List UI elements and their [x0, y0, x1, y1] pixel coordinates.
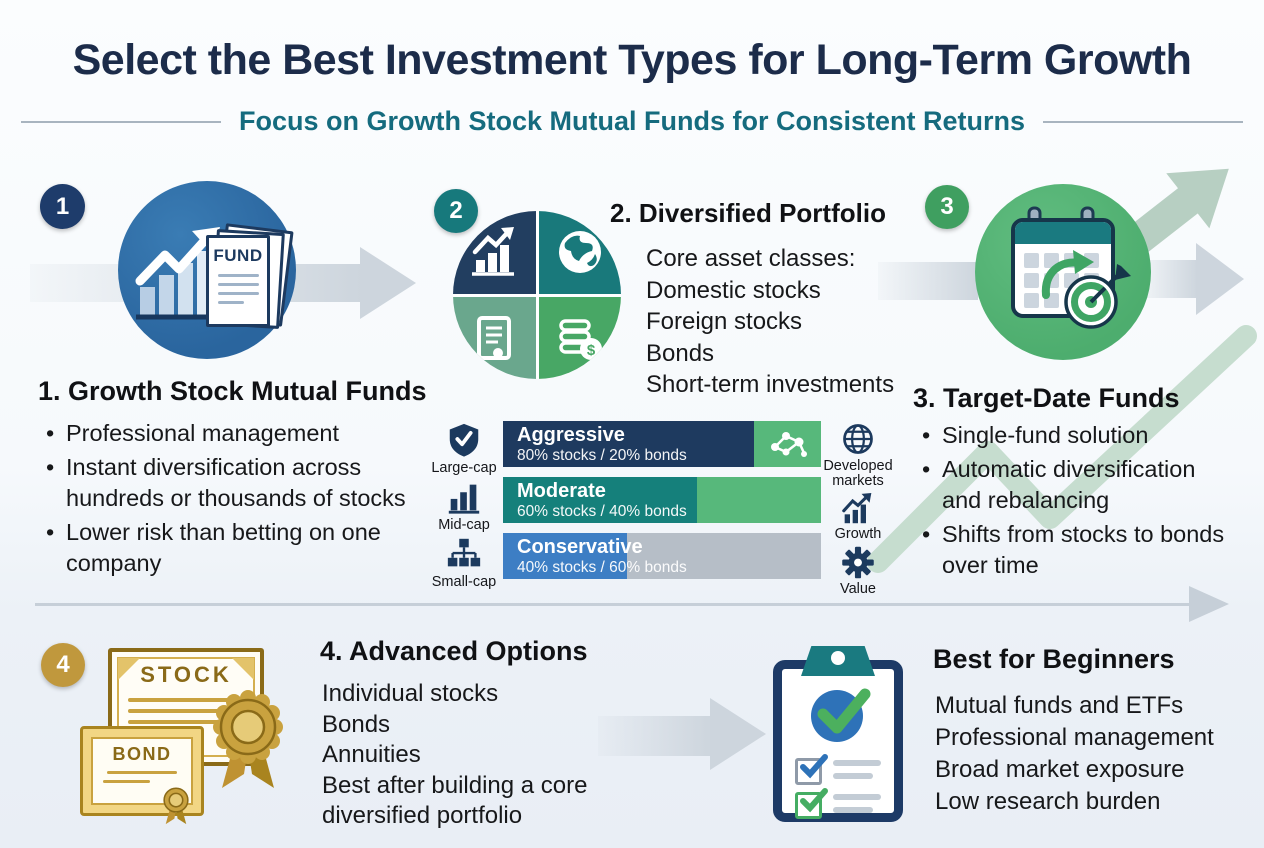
list-item: Instant diversification across hundreds … [44, 452, 442, 514]
fund-document-icon: FUND [206, 235, 270, 327]
section-divider-line [35, 603, 1191, 606]
investment-style-legend: Developed markets Growth [822, 421, 894, 597]
hierarchy-icon [447, 538, 481, 567]
bar-chart-icon [448, 484, 480, 514]
advanced-options-list: Individual stocks Bonds Annuities Best a… [322, 679, 612, 832]
shield-check-icon [449, 423, 479, 457]
cap-label: Large-cap [431, 460, 497, 476]
list-item: Shifts from stocks to bonds over time [920, 519, 1238, 581]
award-ribbon-icon [213, 690, 283, 788]
list-item: Domestic stocks [646, 276, 821, 304]
cap-label: Mid-cap [438, 517, 490, 533]
list-item: Mutual funds and ETFs [935, 692, 1184, 719]
fund-document-label: FUND [213, 246, 263, 265]
subtitle-right-rule [1043, 120, 1243, 123]
flow-arrow-head-1 [360, 247, 416, 319]
network-icon [754, 421, 821, 467]
allocation-detail: 40% stocks / 60% bonds [517, 559, 687, 576]
pie-cash-coins-icon: $ [538, 296, 621, 379]
growth-fund-icon: FUND [118, 181, 296, 359]
style-label: Developed markets [823, 458, 893, 489]
list-item: Professional management [44, 418, 442, 449]
allocation-row-moderate: Moderate 60% stocks / 40% bonds [503, 477, 821, 523]
list-item: Short-term investments [646, 371, 895, 398]
globe-icon [843, 424, 873, 454]
list-item: Bonds [322, 710, 391, 738]
calendar-target-icon [1011, 206, 1131, 329]
step-1-heading: 1. Growth Stock Mutual Funds [38, 376, 427, 406]
allocation-name: Moderate [517, 480, 606, 502]
list-item: Annuities [322, 741, 421, 768]
pie-bonds-certificate-icon [453, 296, 536, 379]
style-label: Growth [834, 526, 882, 542]
flow-arrow-head-3 [1196, 243, 1244, 315]
allocation-row-aggressive: Aggressive 80% stocks / 20% bonds [503, 421, 821, 467]
allocation-name: Conservative [517, 536, 643, 558]
step-4-heading: 4. Advanced Options [320, 636, 588, 666]
cap-label: Small-cap [431, 574, 497, 590]
step-4-badge: 4 [41, 643, 85, 687]
list-item: Low research burden [935, 788, 1161, 815]
green-check-icon [817, 688, 871, 734]
allocation-row-conservative: Conservative 40% stocks / 60% bonds [503, 533, 821, 579]
section-divider-arrowhead [1189, 586, 1229, 622]
asset-class-list: Core asset classes: Domestic stocks Fore… [646, 243, 894, 401]
growth-arrow-icon [842, 493, 872, 524]
subtitle-left-rule [20, 120, 221, 123]
list-item: Single-fund solution [920, 420, 1238, 451]
checklist-row [795, 788, 881, 820]
list-item: Bonds [646, 339, 715, 367]
step-2-heading: 2. Diversified Portfolio [610, 198, 886, 228]
svg-text:$: $ [587, 342, 596, 359]
beginners-heading: Best for Beginners [933, 644, 1175, 674]
page-title: Select the Best Investment Types for Lon… [72, 36, 1192, 84]
bond-certificate-icon: BOND [80, 726, 204, 825]
list-item: Best after building a core diversified p… [322, 771, 588, 830]
gear-icon [842, 546, 874, 579]
stock-certificate-label: STOCK [140, 662, 232, 687]
checklist-row [795, 754, 881, 786]
flow-arrow-shaft-4 [598, 716, 712, 756]
list-item: Professional management [935, 724, 1214, 751]
step-1-badge: 1 [40, 184, 85, 229]
asset-allocation-pie-icon: $ [453, 211, 621, 379]
list-item: Automatic diversification and rebalancin… [920, 454, 1238, 516]
step-3-bullet-list: Single-fund solution Automatic diversifi… [920, 420, 1238, 584]
list-item: Individual stocks [322, 680, 499, 707]
market-cap-legend: Large-cap Mid-cap Small-cap [428, 421, 500, 592]
list-item: Foreign stocks [646, 308, 803, 335]
step-3-badge: 3 [925, 185, 969, 229]
list-item: Lower risk than betting on one company [44, 517, 442, 579]
pie-foreign-stocks-globe-icon [538, 211, 621, 294]
page-subtitle: Focus on Growth Stock Mutual Funds for C… [238, 106, 1025, 136]
target-date-calendar-icon [975, 184, 1151, 360]
flow-arrow-head-4 [710, 698, 766, 770]
asset-class-intro: Core asset classes: [646, 245, 856, 272]
step-1-bullet-list: Professional management Instant diversif… [44, 418, 442, 582]
award-ribbon-icon [163, 787, 189, 825]
beginners-list: Mutual funds and ETFs Professional manag… [935, 690, 1214, 818]
allocation-detail: 80% stocks / 20% bonds [517, 447, 687, 464]
style-label: Value [839, 581, 876, 597]
allocation-name: Aggressive [517, 424, 625, 446]
allocation-detail: 60% stocks / 40% bonds [517, 503, 687, 520]
bond-certificate-label: BOND [112, 744, 172, 764]
step-3-heading: 3. Target-Date Funds [913, 383, 1180, 413]
step-2-badge: 2 [434, 189, 478, 233]
flow-arrow-shaft-2 [878, 262, 978, 300]
subtitle-row: Focus on Growth Stock Mutual Funds for C… [0, 106, 1264, 137]
allocation-bars: Aggressive 80% stocks / 20% bonds Modera… [503, 421, 821, 589]
checklist-clipboard-icon [773, 646, 903, 822]
list-item: Broad market exposure [935, 756, 1185, 783]
